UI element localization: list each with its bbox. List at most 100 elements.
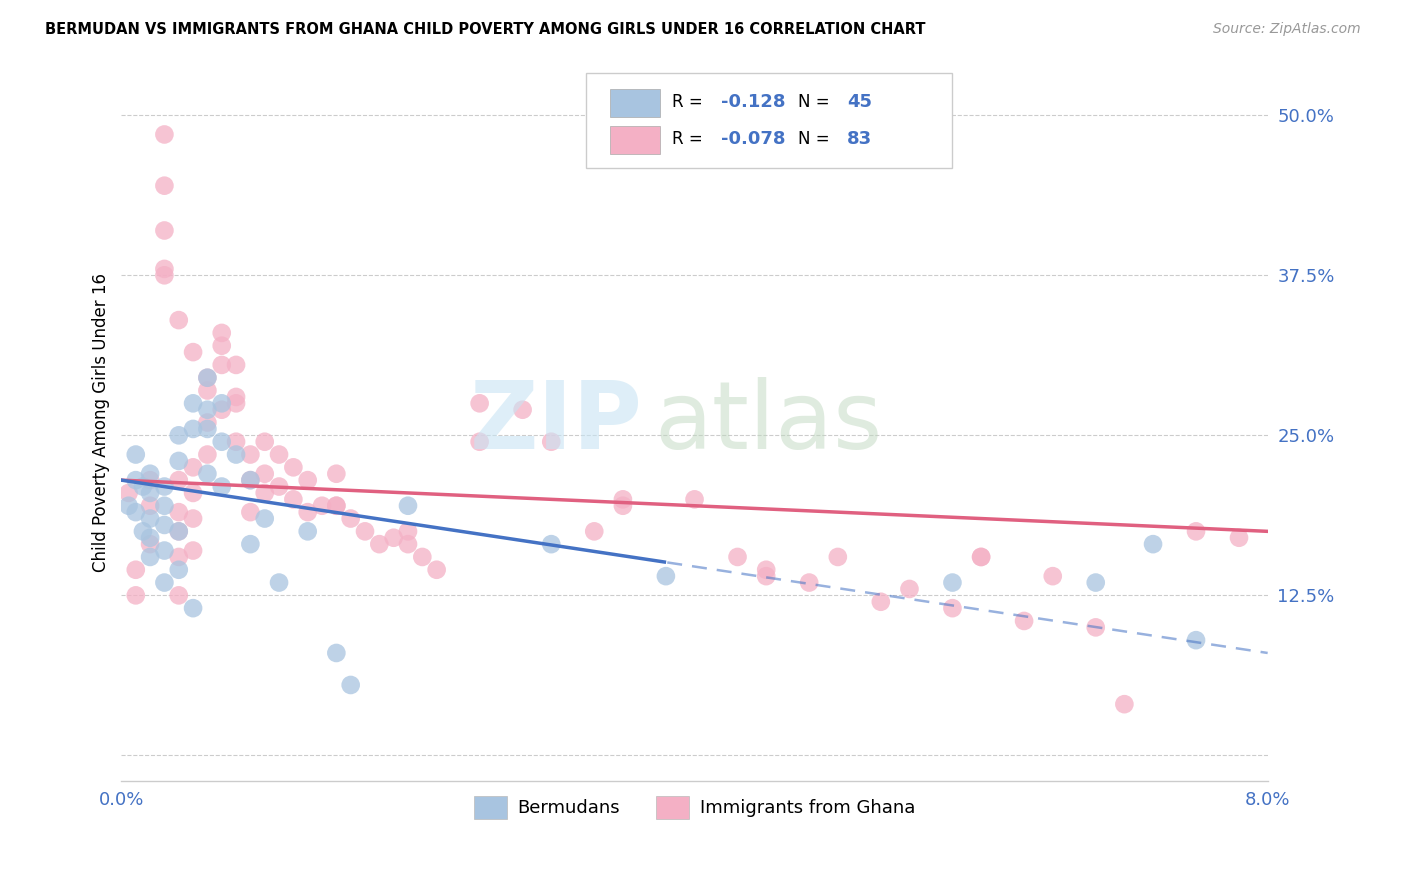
Point [211, 339, 233, 353]
Point [139, 467, 162, 481]
Point [181, 601, 204, 615]
Point [239, 473, 262, 487]
Point [239, 537, 262, 551]
Point [1142, 537, 1164, 551]
Point [153, 261, 176, 276]
Point [468, 396, 491, 410]
Point [167, 549, 190, 564]
Point [181, 543, 204, 558]
Point [211, 396, 233, 410]
Point [197, 384, 219, 398]
Point [181, 460, 204, 475]
Text: BERMUDAN VS IMMIGRANTS FROM GHANA CHILD POVERTY AMONG GIRLS UNDER 16 CORRELATION: BERMUDAN VS IMMIGRANTS FROM GHANA CHILD … [45, 22, 925, 37]
Point [267, 575, 290, 590]
Point [253, 511, 276, 525]
Point [125, 505, 148, 519]
Point [325, 499, 347, 513]
Point [512, 402, 534, 417]
Text: -0.078: -0.078 [721, 130, 786, 148]
Point [153, 543, 176, 558]
Point [267, 479, 290, 493]
Point [125, 448, 148, 462]
Point [153, 499, 176, 513]
Point [368, 537, 391, 551]
Point [1084, 620, 1107, 634]
Point [612, 499, 634, 513]
Point [755, 563, 778, 577]
Point [239, 505, 262, 519]
Point [181, 511, 204, 525]
Point [325, 499, 347, 513]
Point [297, 505, 319, 519]
Point [181, 345, 204, 359]
Point [153, 128, 176, 142]
Point [1042, 569, 1064, 583]
Text: 83: 83 [846, 130, 872, 148]
Text: 45: 45 [846, 94, 872, 112]
Point [1185, 524, 1208, 539]
Point [167, 588, 190, 602]
Point [139, 473, 162, 487]
Point [167, 524, 190, 539]
Point [1185, 633, 1208, 648]
Text: N =: N = [797, 130, 835, 148]
Point [540, 434, 562, 449]
Point [197, 422, 219, 436]
Point [167, 313, 190, 327]
Point [139, 511, 162, 525]
Y-axis label: Child Poverty Among Girls Under 16: Child Poverty Among Girls Under 16 [93, 273, 110, 572]
Point [396, 537, 419, 551]
FancyBboxPatch shape [610, 127, 661, 153]
Point [283, 492, 305, 507]
Point [139, 537, 162, 551]
Point [396, 499, 419, 513]
Point [426, 563, 449, 577]
FancyBboxPatch shape [586, 73, 952, 168]
Point [1012, 614, 1035, 628]
Point [211, 402, 233, 417]
Point [225, 390, 247, 404]
Point [1227, 531, 1250, 545]
Point [970, 549, 993, 564]
Point [411, 549, 433, 564]
Point [139, 549, 162, 564]
Point [799, 575, 821, 590]
Point [267, 448, 290, 462]
Text: ZIP: ZIP [470, 376, 643, 468]
Point [239, 448, 262, 462]
Point [612, 492, 634, 507]
Point [181, 422, 204, 436]
Point [167, 524, 190, 539]
Point [225, 448, 247, 462]
Point [311, 499, 333, 513]
Point [153, 518, 176, 533]
Point [153, 575, 176, 590]
Point [167, 454, 190, 468]
Point [197, 467, 219, 481]
Point [540, 537, 562, 551]
Point [197, 448, 219, 462]
Point [283, 460, 305, 475]
Point [898, 582, 921, 596]
Point [225, 434, 247, 449]
Point [211, 479, 233, 493]
Point [683, 492, 706, 507]
Point [125, 473, 148, 487]
Point [197, 370, 219, 384]
Point [325, 646, 347, 660]
Point [225, 358, 247, 372]
Text: R =: R = [672, 94, 707, 112]
Point [153, 479, 176, 493]
Point [382, 531, 405, 545]
Point [167, 428, 190, 442]
Point [1114, 697, 1136, 711]
Point [755, 569, 778, 583]
Point [970, 549, 993, 564]
Point [1084, 575, 1107, 590]
Point [253, 434, 276, 449]
Point [211, 434, 233, 449]
Point [253, 486, 276, 500]
Point [396, 524, 419, 539]
Point [139, 499, 162, 513]
Point [181, 396, 204, 410]
